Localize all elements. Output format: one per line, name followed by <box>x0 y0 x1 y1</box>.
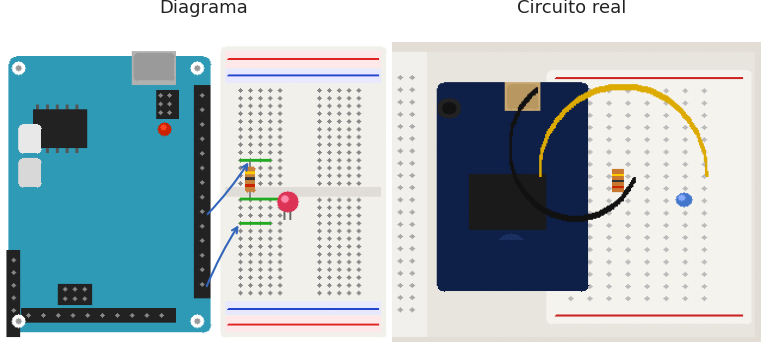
Text: Circuito real: Circuito real <box>518 0 627 17</box>
Text: Diagrama: Diagrama <box>159 0 248 17</box>
